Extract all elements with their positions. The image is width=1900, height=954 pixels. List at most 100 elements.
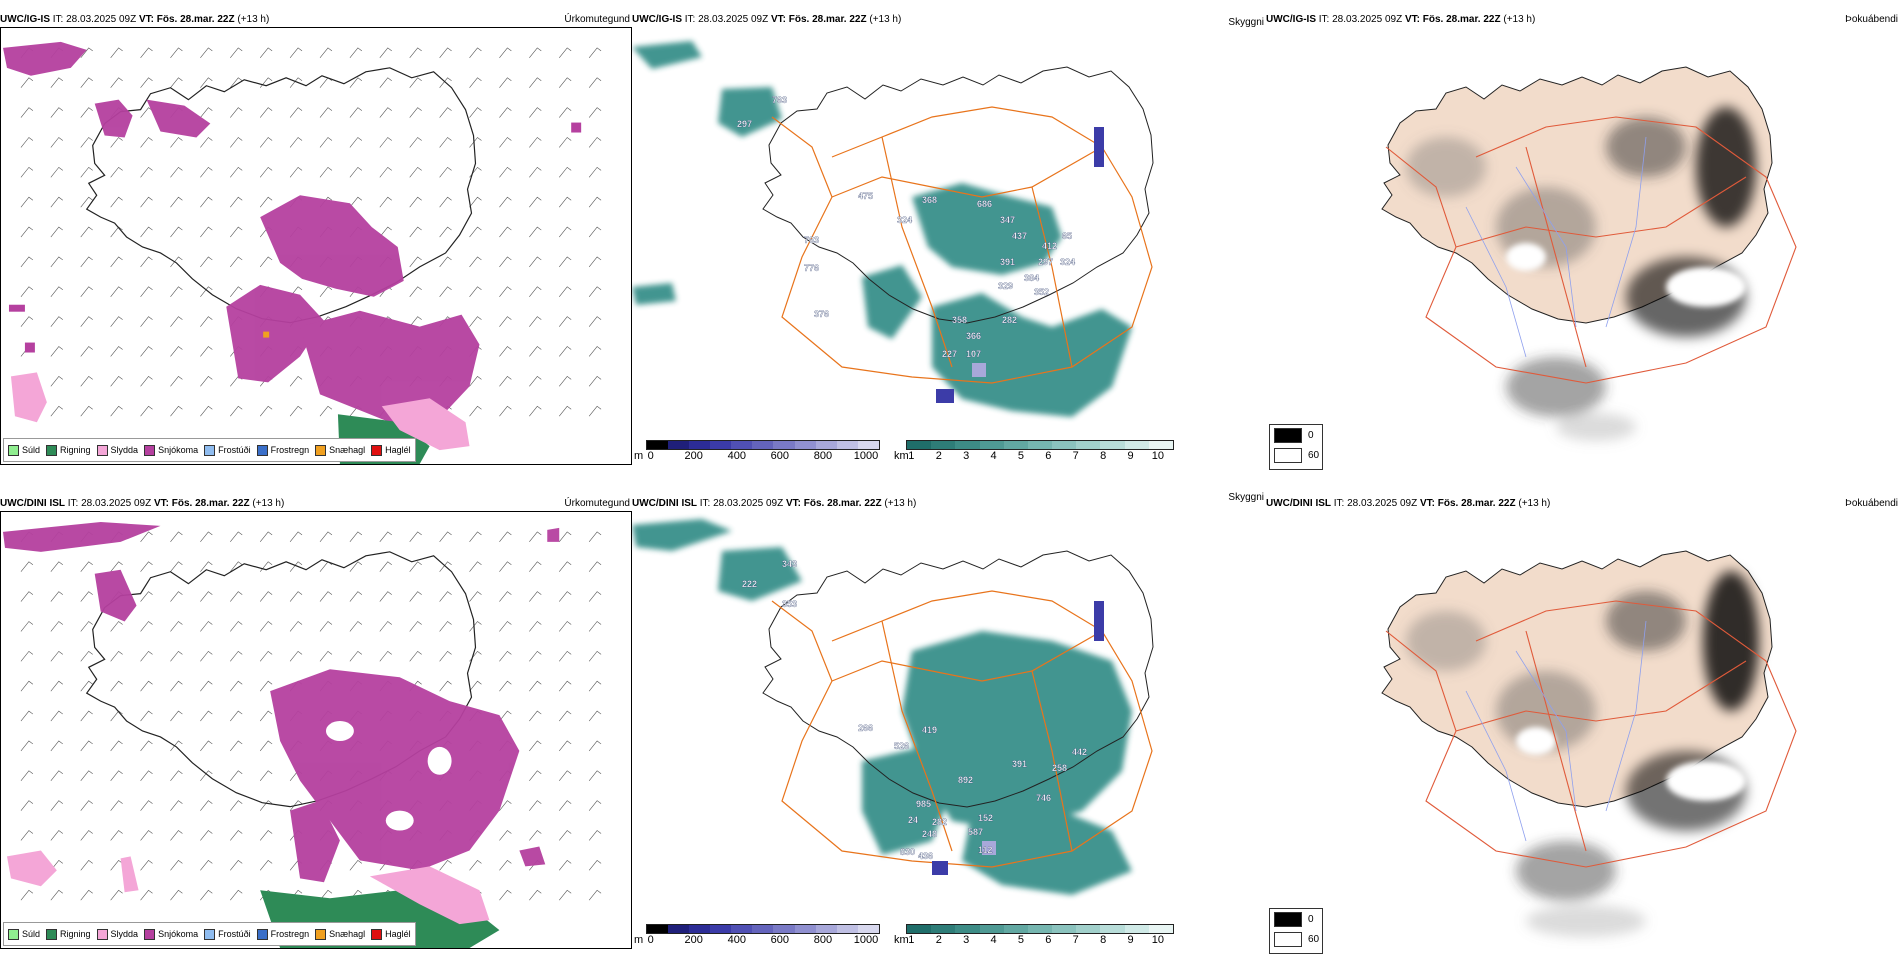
wind-barb [110, 710, 123, 722]
ceiling-value: 391 [1000, 257, 1015, 267]
cloudbase-colorbar: m 0 200 400 600 800 1000 [634, 440, 880, 464]
wind-barb [80, 859, 93, 871]
wind-barb [259, 770, 273, 781]
fog-legend-row: 0 [1270, 425, 1322, 445]
wind-barb [170, 196, 183, 208]
wind-barb [230, 405, 243, 417]
wind-barb [80, 680, 93, 692]
wind-barb [200, 800, 213, 811]
wind-barb [110, 770, 123, 781]
wind-barb [50, 889, 63, 901]
wind-barb [230, 710, 243, 722]
row2-precip-panel: UWC/DINI ISL IT: 28.03.2025 09Z VT: Fös.… [0, 497, 632, 949]
wind-barb [170, 800, 183, 811]
wind-barb [80, 226, 93, 238]
legend-swatch [96, 928, 108, 940]
wind-barb [259, 710, 273, 722]
row1-precip-title: UWC/IG-IS IT: 28.03.2025 09Z VT: Fös. 28… [0, 13, 632, 27]
wind-barb [558, 405, 572, 417]
colorbar-cell [731, 925, 753, 933]
wind-barb [588, 47, 602, 59]
wind-barb [439, 107, 452, 118]
colorbar-cell [794, 441, 816, 449]
wind-barb [469, 286, 482, 297]
wind-barb [319, 889, 333, 901]
wind-barb [319, 621, 333, 632]
wind-barb [409, 286, 422, 297]
legend-label: Rigning [60, 929, 91, 939]
model-name: UWC/IG-IS [0, 14, 50, 25]
wind-barb [558, 710, 572, 722]
legend-swatch [96, 444, 108, 456]
wind-barb [588, 770, 602, 781]
wind-barb [289, 47, 303, 59]
wind-barb [319, 137, 333, 148]
legend-item: Frostregn [256, 928, 309, 940]
wind-barb [499, 226, 512, 238]
legend-item: Rigning [46, 928, 91, 940]
wind-barb [20, 830, 34, 841]
wind-barb [230, 256, 243, 268]
legend-swatch [315, 928, 327, 940]
wind-barb [230, 137, 243, 148]
wind-barb [499, 47, 512, 59]
wind-barb [499, 375, 512, 387]
init-label: IT: [699, 498, 711, 509]
wind-barb [80, 770, 93, 781]
wind-barb [469, 256, 482, 268]
legend-item: Snjókoma [144, 928, 198, 940]
ceiling-value: 366 [966, 331, 981, 341]
ceiling-value: 24 [908, 815, 918, 825]
colorbar-cell [979, 925, 1004, 933]
wind-barb [289, 650, 303, 662]
colorbar-cell [1076, 441, 1101, 449]
lead-time: (+13 h) [1503, 14, 1536, 25]
wind-barb [349, 591, 363, 602]
valid-time: Fös. 28.mar. 22Z [788, 14, 867, 25]
valid-label: VT: [153, 498, 169, 509]
wind-barb [80, 621, 93, 632]
colorbar-cell [731, 441, 753, 449]
ceiling-value: 297 [737, 119, 752, 129]
wind-barb [499, 286, 512, 297]
colorbar-unit: m [634, 934, 644, 946]
wind-barb [200, 196, 213, 208]
wind-barb [558, 346, 572, 357]
row2-cloud-title: UWC/DINI ISL IT: 28.03.2025 09Z VT: Fös.… [632, 492, 1266, 511]
wind-barb [558, 196, 572, 208]
wind-barb [80, 166, 93, 178]
wind-barb [439, 859, 452, 871]
wind-barb [140, 800, 153, 811]
wind-barb [80, 196, 93, 208]
wind-barb [439, 47, 452, 59]
legend-swatch [371, 444, 383, 456]
wind-barb [558, 256, 572, 268]
wind-barb [469, 137, 482, 148]
ceiling-value: 746 [1036, 793, 1051, 803]
colorbar-cell [1052, 925, 1077, 933]
legend-label: Snjókoma [158, 445, 199, 455]
wind-barb [588, 256, 602, 268]
wind-barb [379, 137, 392, 148]
wind-barb [140, 77, 153, 88]
wind-barb [529, 256, 542, 268]
row1-fog-panel: UWC/IG-IS IT: 28.03.2025 09Z VT: Fös. 28… [1266, 13, 1900, 470]
colorbar-cell [857, 441, 879, 449]
wind-barb [170, 346, 183, 357]
wind-barb [319, 591, 333, 602]
init-time: 28.03.2025 09Z [81, 498, 152, 509]
wind-barb [20, 316, 34, 327]
wind-barb [110, 859, 123, 871]
colorbar-ticks: 1 2 3 4 5 6 7 8 9 10 [906, 934, 1174, 948]
ceiling-value: 376 [814, 309, 829, 319]
wind-barb [349, 531, 363, 543]
wind-barb [499, 137, 512, 148]
wind-barb [170, 710, 183, 722]
valid-label: VT: [1419, 498, 1435, 509]
precip-map-svg [2, 521, 602, 948]
wind-barb [80, 375, 93, 387]
wind-barb [469, 531, 482, 543]
legend-item: Frostúði [204, 928, 251, 940]
fog-legend-label: 0 [1308, 429, 1314, 441]
wind-barb [259, 650, 273, 662]
